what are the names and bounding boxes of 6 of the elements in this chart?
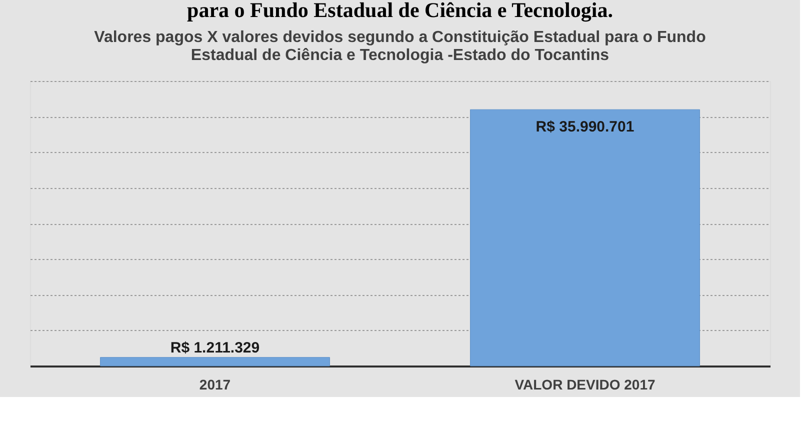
data-label: R$ 1.211.329 — [170, 339, 260, 356]
text: para o Fundo Estadual de Ciência e Tecnologia. — [187, 0, 613, 22]
x-tick-label: 2017 — [199, 376, 231, 392]
x-tick-label: VALOR DEVIDO 2017 — [514, 376, 656, 392]
data-label: R$ 35.990.701 — [536, 118, 634, 136]
chart-title: Valores pagos X valores devidos segundo a Constituição Estadual para o Fundo Estadual de Ciência e Tecnologia -Estado do Tocantins — [94, 29, 706, 64]
